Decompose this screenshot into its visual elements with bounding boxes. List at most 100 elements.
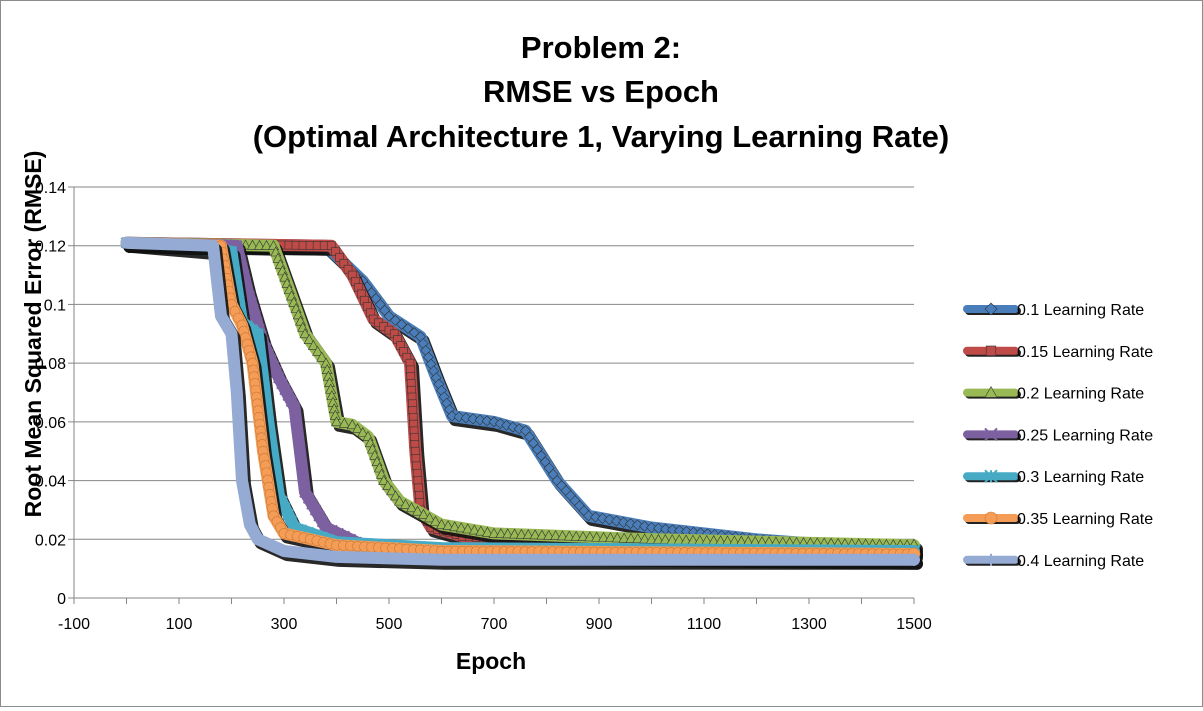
x-tick-label: -100 [58, 616, 90, 633]
series-marker [984, 385, 998, 398]
series-marker [522, 529, 534, 539]
legend-label: 0.35 Learning Rate [1017, 511, 1153, 528]
series-marker [299, 328, 311, 339]
series-marker [330, 416, 343, 427]
series-7 [120, 236, 923, 570]
series-marker [246, 239, 259, 250]
y-axis-title: Root Mean Squared Error (RMSE) [20, 151, 46, 518]
series-marker [984, 427, 998, 442]
series-marker [515, 528, 527, 539]
legend: 0.1 Learning Rate 0.15 Learning Rate 0.2 L… [963, 302, 1153, 570]
series-marker [984, 469, 998, 483]
series-marker [985, 553, 997, 566]
series-marker [307, 339, 319, 350]
series-marker [625, 532, 637, 543]
series-layer [120, 236, 923, 570]
series-marker [639, 533, 651, 544]
series-marker [481, 526, 493, 537]
series-marker [570, 530, 582, 541]
series-marker [604, 514, 615, 526]
series-marker [984, 302, 998, 316]
series-marker [556, 530, 568, 541]
series-marker [282, 389, 294, 402]
series-marker [239, 490, 250, 501]
series-marker [414, 483, 423, 493]
series-marker [316, 351, 328, 362]
series-marker [248, 526, 259, 537]
legend-item: 0.3 Learning Rate [963, 469, 1144, 486]
series-marker [412, 468, 422, 478]
series-marker [302, 492, 315, 504]
series-marker [591, 531, 603, 542]
series-marker [646, 522, 657, 533]
series-marker [632, 533, 644, 544]
series-marker [265, 540, 276, 551]
series-marker [625, 518, 636, 530]
legend-item: 0.25 Learning Rate [963, 427, 1153, 444]
series-marker [312, 345, 324, 356]
series-marker [243, 512, 254, 523]
x-tick-label: 1100 [687, 616, 722, 633]
series-marker [563, 530, 575, 541]
series-marker [985, 345, 997, 356]
series-marker [279, 383, 291, 396]
series-marker [414, 490, 424, 500]
series-marker [488, 527, 500, 538]
x-tick-label: 1500 [896, 616, 932, 633]
series-marker [240, 497, 251, 508]
x-tick-label: 900 [586, 616, 613, 633]
series-marker [346, 419, 358, 430]
chart-title-line-2: RMSE vs Epoch [483, 74, 719, 109]
y-tick-label: 0.14 [35, 180, 66, 197]
series-marker [313, 510, 325, 522]
series-marker [462, 523, 474, 534]
x-tick-label: 1300 [791, 616, 827, 633]
series-marker [237, 475, 247, 486]
series-marker [984, 511, 998, 525]
chart-title-line-3: (Optimal Architecture 1, Varying Learnin… [253, 119, 950, 154]
y-tick-label: 0.06 [35, 415, 66, 432]
y-tick-label: 0 [57, 591, 66, 608]
series-marker [382, 480, 394, 491]
series-marker [502, 528, 514, 539]
series-marker [276, 377, 288, 390]
series-marker [309, 504, 322, 516]
series-marker [410, 446, 420, 456]
y-tick-label: 0.1 [44, 297, 66, 314]
legend-label: 0.25 Learning Rate [1017, 427, 1153, 444]
series-marker [390, 490, 402, 501]
series-marker [411, 454, 421, 463]
series-marker [435, 518, 448, 529]
chart-title-line-1: Problem 2: [521, 30, 681, 65]
series-marker [536, 529, 548, 540]
series-marker [272, 543, 283, 554]
series-marker [338, 417, 350, 428]
series-marker [393, 495, 406, 506]
series-marker [386, 485, 398, 496]
series-marker [316, 515, 329, 528]
series-marker [399, 498, 412, 509]
series-marker [270, 366, 282, 378]
y-tick-label: 0.02 [35, 532, 66, 549]
series-marker [453, 411, 465, 423]
series-marker [223, 322, 233, 333]
legend-label: 0.15 Learning Rate [1017, 344, 1153, 361]
series-marker [467, 413, 479, 425]
series-marker [252, 534, 263, 545]
series-marker [429, 515, 442, 526]
series-marker [242, 504, 253, 515]
series-marker [413, 476, 423, 485]
series-marker [285, 395, 298, 408]
series-marker [507, 421, 519, 433]
series-marker [618, 532, 630, 543]
series-marker [378, 474, 390, 485]
series-marker [543, 529, 555, 540]
series-marker [249, 310, 261, 322]
series-marker [306, 498, 318, 510]
series-marker [455, 522, 467, 533]
y-tick-label: 0.08 [35, 356, 66, 373]
x-tick-label: 500 [376, 616, 403, 633]
series-marker [405, 502, 418, 513]
